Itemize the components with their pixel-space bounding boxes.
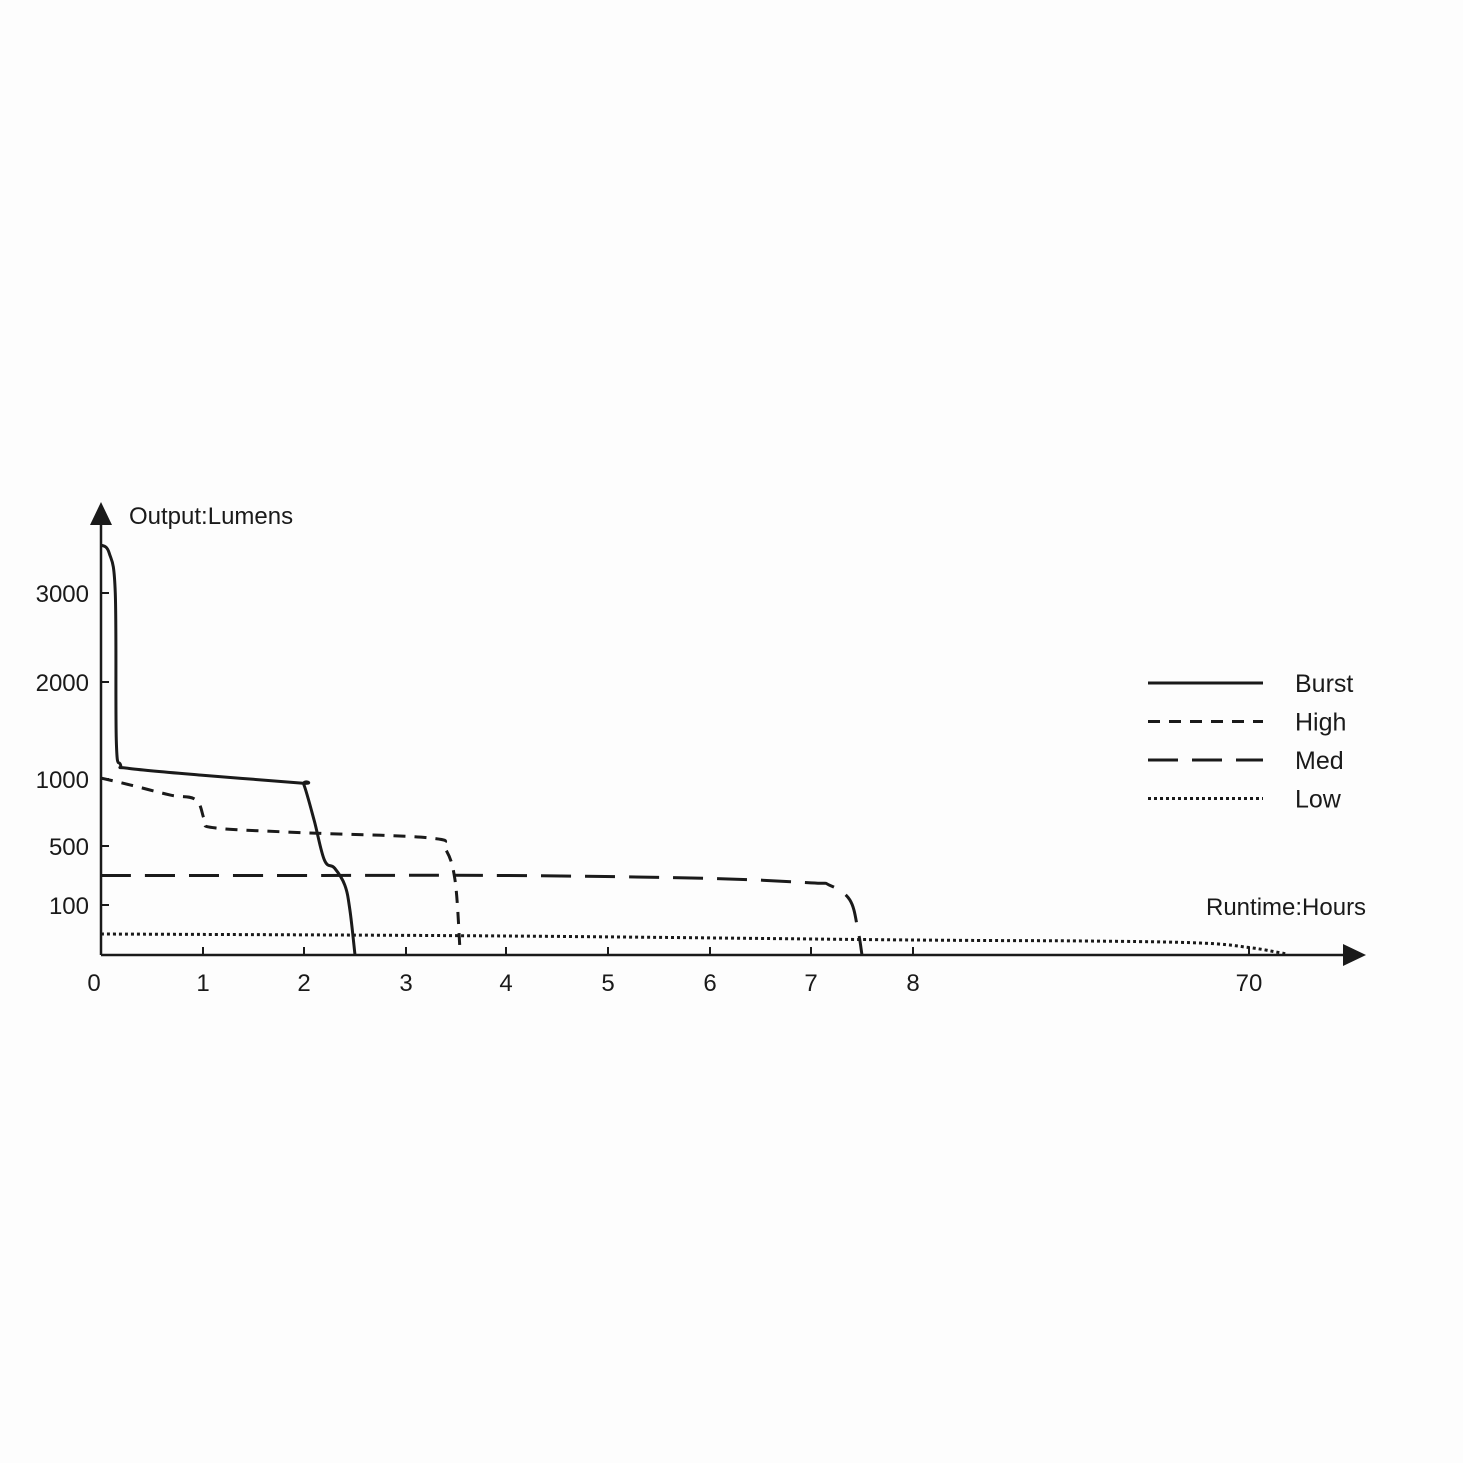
- y-tick-label: 500: [49, 834, 89, 861]
- legend-low-label: Low: [1295, 786, 1342, 814]
- y-tick-label: 3000: [36, 581, 89, 608]
- x-tick-label: 2: [297, 970, 310, 997]
- series-high-line: [100, 776, 462, 951]
- x-tick-label: 70: [1236, 970, 1263, 997]
- x-tick-label: 0: [87, 970, 100, 997]
- x-axis-label: Runtime:Hours: [1206, 894, 1366, 921]
- x-tick-label: 3: [399, 970, 412, 997]
- legend-med-label: Med: [1295, 747, 1344, 775]
- x-tick-label: 4: [499, 970, 512, 997]
- x-tick-label: 1: [196, 970, 209, 997]
- y-tick-label: 100: [49, 893, 89, 920]
- x-tick-label: 7: [804, 970, 817, 997]
- legend: Burst High Med Low: [1148, 670, 1353, 814]
- y-axis-arrow-icon: [90, 502, 112, 525]
- y-tick-label: 2000: [36, 670, 89, 697]
- series-med-line: [101, 873, 864, 956]
- y-axis-label: Output:Lumens: [129, 503, 293, 530]
- legend-burst-label: Burst: [1295, 670, 1353, 698]
- series-burst-line: [99, 543, 357, 956]
- x-tick-label: 5: [601, 970, 614, 997]
- x-tick-label: 8: [906, 970, 919, 997]
- legend-high-label: High: [1295, 709, 1346, 737]
- y-tick-label: 1000: [36, 767, 89, 794]
- x-tick-label: 6: [703, 970, 716, 997]
- axes: Output:Lumens Runtime:Hours: [90, 502, 1366, 966]
- x-axis-arrow-icon: [1343, 944, 1366, 966]
- series-low-line: [100, 932, 1288, 956]
